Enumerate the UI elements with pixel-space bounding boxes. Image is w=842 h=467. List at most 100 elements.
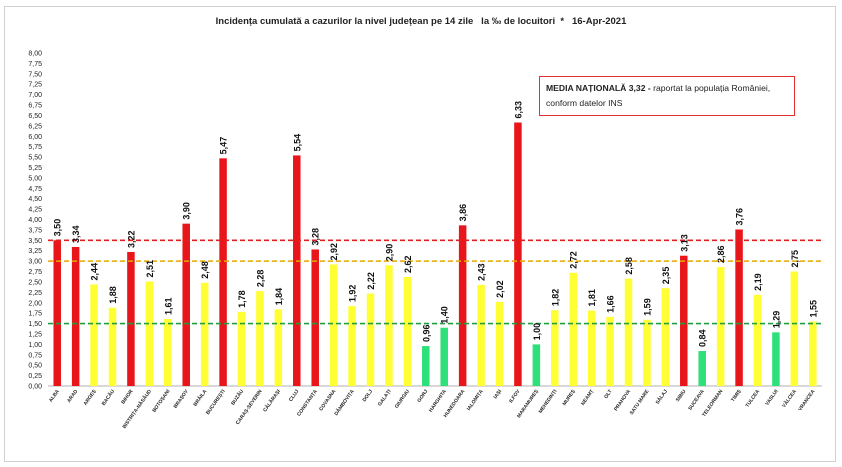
y-tick-label: 7,00 [28, 92, 42, 99]
data-label: 1,55 [808, 300, 818, 318]
y-tick-label: 7,75 [28, 61, 42, 68]
bar [145, 281, 154, 386]
data-label: 2,43 [477, 263, 487, 281]
bar [329, 264, 338, 386]
y-tick-label: 5,50 [28, 155, 42, 162]
bar [532, 344, 541, 386]
bar [182, 223, 190, 386]
data-label: 2,75 [790, 250, 800, 268]
x-category-label: SĂLAJ [654, 388, 669, 406]
data-label: 3,90 [182, 202, 192, 220]
bar [71, 246, 80, 386]
x-category-label: BUZĂU [229, 388, 245, 407]
data-label: 5,54 [292, 134, 302, 152]
y-tick-label: 5,25 [28, 165, 42, 172]
data-label: 3,13 [679, 234, 689, 252]
data-label: 0,96 [421, 325, 431, 343]
data-label: 2,92 [329, 243, 339, 261]
bar [348, 306, 356, 386]
bar [661, 288, 670, 386]
x-category-label: SUCEAVA [687, 388, 706, 411]
y-tick-label: 0,00 [28, 384, 42, 391]
bar [385, 265, 393, 386]
data-label: 2,62 [403, 255, 413, 273]
bar [458, 225, 467, 386]
bar [403, 276, 412, 386]
y-tick-label: 2,50 [28, 279, 42, 286]
x-category-label: VASLUI [764, 388, 780, 407]
bar [108, 307, 117, 386]
chart-title: Incidența cumulată a cazurilor la nivel … [215, 16, 627, 27]
data-label: 2,28 [255, 270, 265, 288]
x-category-label: GALAȚI [377, 388, 393, 407]
x-category-label: TULCEA [745, 388, 762, 408]
data-label: 2,48 [200, 261, 210, 279]
data-label: 2,35 [661, 267, 671, 285]
y-tick-label: 2,25 [28, 290, 42, 297]
data-label: 3,34 [71, 225, 81, 243]
x-category-label: ARGEȘ [83, 388, 98, 407]
data-label: 1,29 [771, 311, 781, 329]
y-tick-label: 6,00 [28, 134, 42, 141]
data-label: 1,92 [348, 285, 358, 303]
y-tick-label: 4,50 [28, 196, 42, 203]
x-category-label: BUCUREȘTI [205, 388, 227, 416]
bar [164, 318, 172, 386]
bar [753, 294, 762, 386]
y-tick-label: 1,25 [28, 331, 42, 338]
national-average-description: raportat la populația României, conform … [546, 83, 771, 108]
bar [809, 321, 817, 386]
data-label: 1,40 [440, 306, 450, 324]
x-category-label: GIURGIU [394, 388, 411, 409]
data-label: 3,28 [311, 228, 321, 246]
x-category-label: DOLJ [362, 389, 375, 404]
y-tick-label: 0,75 [28, 352, 42, 359]
bar [606, 316, 614, 386]
x-category-label: OLT [603, 389, 613, 400]
data-label: 2,90 [384, 244, 394, 262]
bar [293, 155, 301, 386]
bar [643, 319, 651, 386]
y-tick-label: 4,25 [28, 207, 42, 214]
bar [624, 278, 633, 386]
bar [219, 158, 227, 386]
data-label: 2,02 [495, 280, 505, 298]
y-tick-label: 7,50 [28, 71, 42, 78]
x-category-label: BRĂILA [192, 388, 209, 408]
x-category-label: NEAMȚ [580, 389, 595, 407]
x-category-label: VRANCEA [797, 388, 816, 412]
x-category-label: BACĂU [100, 388, 116, 407]
x-category-label: ILFOV [508, 388, 522, 404]
data-label: 2,51 [145, 260, 155, 278]
bar [256, 291, 264, 386]
x-category-label: SIBIU [675, 388, 688, 403]
data-label: 1,82 [550, 289, 560, 307]
y-tick-label: 0,50 [28, 363, 42, 370]
x-category-label: MEHEDINȚI [538, 388, 559, 414]
bar [680, 255, 688, 386]
x-category-label: CĂLĂRAȘI [261, 388, 282, 414]
bar [551, 310, 559, 386]
bar [477, 284, 485, 386]
y-tick-label: 1,75 [28, 311, 42, 318]
bar [53, 240, 61, 386]
bar [237, 311, 246, 386]
y-tick-label: 3,25 [28, 248, 42, 255]
bar [772, 332, 780, 386]
bar [422, 346, 430, 386]
y-tick-label: 4,00 [28, 217, 42, 224]
data-label: 1,81 [587, 289, 597, 307]
bar [569, 272, 577, 386]
data-label: 0,84 [698, 330, 708, 348]
y-tick-label: 5,75 [28, 144, 42, 151]
data-label: 1,61 [163, 297, 173, 315]
data-label: 2,72 [569, 251, 579, 269]
y-tick-label: 8,00 [28, 51, 42, 58]
bar [698, 351, 706, 386]
y-tick-label: 2,00 [28, 300, 42, 307]
y-tick-label: 6,50 [28, 113, 42, 120]
bar [274, 309, 283, 386]
x-category-label: BOTOȘANI [151, 388, 171, 413]
bar [311, 249, 319, 386]
